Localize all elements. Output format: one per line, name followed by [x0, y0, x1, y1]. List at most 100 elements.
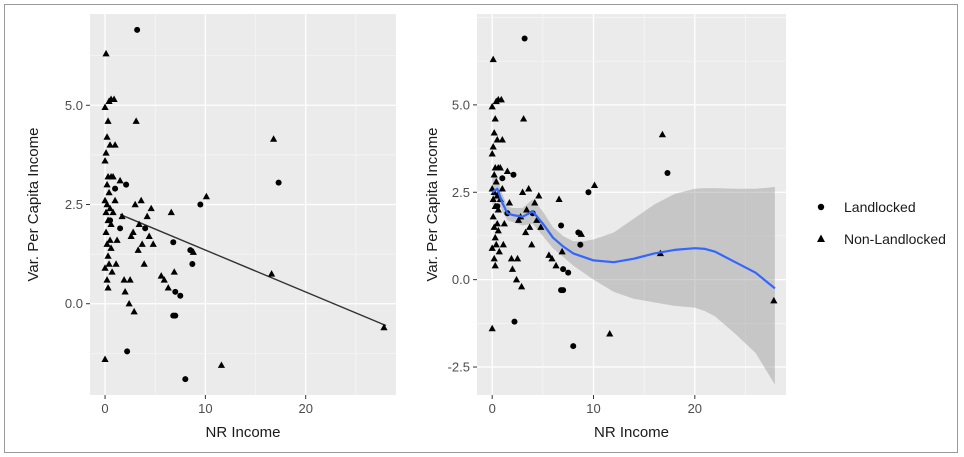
legend-label-non-landlocked: Non-Landlocked — [844, 231, 946, 247]
non-landlocked-point — [217, 361, 226, 368]
landlocked-point — [510, 171, 517, 178]
left-plot-points — [101, 26, 388, 383]
non-landlocked-point — [107, 220, 115, 228]
landlocked-point — [499, 175, 506, 182]
right-y-axis-title: Var. Per Capita Income — [424, 128, 441, 282]
landlocked-point — [558, 222, 565, 229]
non-landlocked-point — [518, 188, 527, 195]
non-landlocked-point — [522, 228, 530, 236]
legend-circle-marker — [817, 203, 825, 211]
legend-label-landlocked: Landlocked — [844, 199, 916, 215]
landlocked-point — [142, 225, 149, 232]
non-landlocked-point — [102, 149, 110, 156]
landlocked-point — [570, 343, 577, 350]
non-landlocked-point — [105, 260, 113, 267]
right-plot-ticks: 0 10 20 -2.5 0.0 2.5 5.0 — [448, 97, 702, 416]
non-landlocked-point — [101, 264, 109, 271]
non-landlocked-point — [102, 208, 110, 216]
landlocked-point — [664, 170, 671, 177]
landlocked-point — [197, 201, 204, 208]
left-plot-ticks: 0 10 20 0.0 2.5 5.0 — [65, 98, 313, 416]
non-landlocked-point — [507, 254, 516, 262]
non-landlocked-point — [380, 323, 388, 331]
non-landlocked-point — [164, 284, 172, 291]
non-landlocked-point — [103, 133, 111, 140]
non-landlocked-point — [537, 223, 545, 230]
non-landlocked-point — [520, 115, 528, 122]
non-landlocked-point — [109, 208, 117, 216]
non-landlocked-point — [491, 233, 499, 241]
non-landlocked-point — [513, 254, 522, 262]
non-landlocked-point — [492, 177, 500, 185]
landlocked-point — [172, 312, 179, 319]
non-landlocked-point — [147, 204, 155, 212]
landlocked-point — [275, 179, 282, 186]
non-landlocked-point — [126, 276, 134, 283]
non-landlocked-point — [105, 188, 113, 196]
x-tick-label: 10 — [198, 401, 212, 416]
non-landlocked-point — [525, 184, 533, 192]
non-landlocked-point — [503, 167, 511, 174]
y-tick-label: -2.5 — [448, 360, 470, 375]
non-landlocked-point — [202, 192, 210, 200]
loess-smooth-line — [491, 187, 776, 290]
non-landlocked-point — [170, 268, 178, 275]
non-landlocked-point — [134, 246, 142, 253]
non-landlocked-point — [577, 230, 585, 237]
non-landlocked-point — [528, 240, 536, 248]
landlocked-point — [134, 26, 141, 33]
non-landlocked-point — [492, 97, 500, 105]
non-landlocked-point — [145, 232, 153, 239]
landlocked-point — [585, 189, 592, 196]
left-plot: 0 10 20 0.0 2.5 5.0 NR Income Var. Per Capita… — [25, 14, 396, 441]
x-tick-label: 10 — [586, 401, 600, 416]
non-landlocked-point — [491, 261, 499, 269]
non-landlocked-point — [545, 251, 553, 258]
non-landlocked-point — [107, 244, 115, 251]
figure-border — [4, 4, 958, 453]
non-landlocked-point — [490, 129, 498, 136]
legend-item-non-landlocked: Non-Landlocked — [817, 231, 946, 247]
non-landlocked-point — [488, 324, 496, 332]
non-landlocked-point — [105, 97, 113, 105]
non-landlocked-point — [658, 130, 666, 138]
non-landlocked-point — [555, 195, 563, 202]
non-landlocked-point — [103, 240, 111, 247]
non-landlocked-point — [488, 102, 496, 110]
non-landlocked-point — [489, 55, 497, 63]
non-landlocked-point — [497, 95, 505, 103]
left-plot-grid — [90, 14, 396, 395]
right-plot-points — [488, 35, 778, 350]
non-landlocked-point — [104, 216, 112, 224]
legend: Landlocked Non-Landlocked — [817, 199, 946, 247]
non-landlocked-point — [490, 171, 498, 178]
non-landlocked-point — [508, 265, 517, 272]
y-tick-label: 2.5 — [452, 185, 470, 200]
non-landlocked-point — [138, 240, 146, 247]
non-landlocked-point — [490, 223, 498, 230]
landlocked-point — [177, 292, 184, 299]
non-landlocked-point — [108, 268, 116, 275]
non-landlocked-point — [118, 212, 126, 220]
non-landlocked-point — [113, 236, 121, 243]
right-plot-background — [477, 14, 786, 395]
non-landlocked-point — [104, 284, 112, 291]
x-tick-label: 20 — [298, 401, 312, 416]
non-landlocked-point — [127, 232, 135, 239]
non-landlocked-point — [130, 307, 138, 315]
non-landlocked-point — [106, 204, 114, 212]
non-landlocked-point — [500, 219, 508, 227]
landlocked-point — [511, 318, 518, 325]
landlocked-point — [170, 239, 177, 246]
right-plot-grid — [477, 14, 786, 395]
non-landlocked-point — [590, 181, 599, 188]
left-x-axis-title: NR Income — [205, 424, 280, 441]
non-landlocked-point — [523, 205, 531, 213]
non-landlocked-point — [770, 296, 778, 304]
right-plot-smooth-line — [491, 187, 776, 290]
landlocked-point — [123, 181, 130, 188]
non-landlocked-point — [103, 276, 111, 283]
non-landlocked-point — [189, 248, 197, 255]
non-landlocked-point — [493, 219, 501, 227]
